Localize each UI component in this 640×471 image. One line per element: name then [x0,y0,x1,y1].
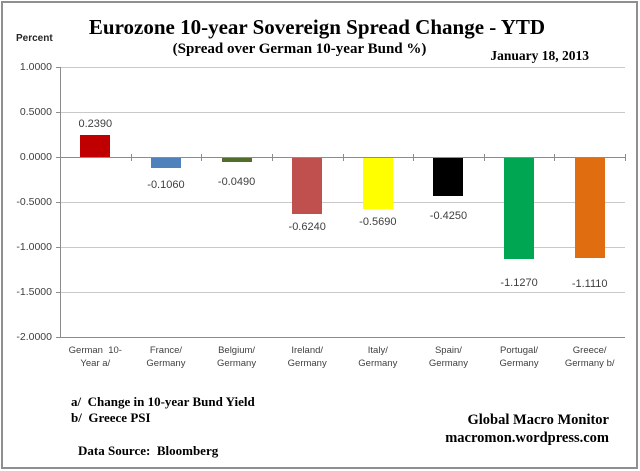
category-label-line2: Year a/ [80,358,111,369]
chart-subtitle: (Spread over German 10-year Bund %) [172,41,427,57]
gridline [60,202,625,203]
category-axis-tick [201,154,202,161]
y-tick-label: 0.0000 [19,151,52,163]
bar [221,158,252,163]
category-label-line2: Germany [287,358,327,369]
category-label-line1: Portugal/ [500,345,539,356]
category-label-line1: Belgium/ [218,345,256,356]
category-axis-tick [343,154,344,161]
category-label: Spain/Germany [410,344,486,370]
credit-block: Global Macro Monitor macromon.wordpress.… [445,411,609,447]
bar [574,158,605,258]
category-label-line2: Germany [146,358,186,369]
bar-value-label: -1.1270 [500,277,538,290]
category-axis-tick [554,154,555,161]
category-label-line2: Germany [217,358,257,369]
y-axis-tick [56,67,60,68]
category-label-line1: France/ [149,345,183,356]
y-tick-label: -1.5000 [16,286,52,298]
bar-value-label: 0.2390 [78,118,113,131]
bar [504,158,535,260]
category-label: German 10- Year a/ [57,344,133,370]
y-axis-tick [56,157,60,158]
y-tick-label: -2.0000 [16,331,52,343]
category-axis-tick [272,154,273,161]
y-axis-tick [56,337,60,338]
category-label-line2: Germany [499,358,539,369]
category-label-line1: Greece/ [572,345,607,356]
y-axis-tick [56,112,60,113]
y-tick-label: -0.5000 [16,196,52,208]
y-axis-tick [56,202,60,203]
category-axis-tick [60,154,61,161]
bar-value-label: -1.1110 [571,277,608,290]
category-label-line1: Italy/ [367,345,388,356]
credit-name: Global Macro Monitor [467,412,610,428]
category-label: Portugal/Germany [481,344,557,370]
y-axis-tick [56,292,60,293]
zero-line [60,157,625,158]
bar-value-label: -0.5690 [359,216,397,229]
chart-date: January 18, 2013 [490,48,589,63]
bar-value-label: -0.4250 [429,210,468,223]
category-label-line2: Germany [358,358,398,369]
category-label: Belgium/Germany [199,344,275,370]
bar [80,135,111,157]
bar-value-label: -0.0490 [217,176,256,189]
category-axis-tick [484,154,485,161]
bar [292,158,323,215]
bar-value-label: -0.6240 [288,221,326,234]
bar [150,158,181,168]
category-label-line2: Germany b/ [564,358,615,369]
chart-title: Eurozone 10-year Sovereign Spread Change… [88,15,546,39]
data-source-label: Data Source: Bloomberg [78,443,219,458]
bar-value-label: -0.1060 [147,178,185,191]
y-tick-label: 0.5000 [19,106,52,118]
y-axis-unit-label: Percent [16,33,53,44]
category-label: Ireland/Germany [269,344,345,370]
category-axis-tick [413,154,414,161]
footnote-b: b/ Greece PSI [71,410,151,425]
category-axis-tick [131,154,132,161]
category-label-line2: Germany [428,358,468,369]
gridline [60,247,625,248]
category-label: Italy/Germany [340,344,416,370]
category-label: Greece/Germany b/ [552,344,628,370]
gridline [60,112,625,113]
category-label-line1: Ireland/ [291,345,324,356]
bar [362,158,393,210]
gridline [60,67,625,68]
credit-url: macromon.wordpress.com [445,430,609,446]
gridline [60,292,625,293]
category-label-line1: German 10- [68,345,122,356]
y-axis-line [60,67,61,338]
gridline [60,337,625,338]
category-label: France/Germany [128,344,204,370]
y-axis-tick [56,247,60,248]
category-axis-tick [625,154,626,161]
bar [433,158,464,197]
category-label-line1: Spain/ [434,345,462,356]
footnote-a: a/ Change in 10-year Bund Yield [71,394,255,409]
y-tick-label: -1.0000 [16,241,52,253]
y-tick-label: 1.0000 [19,61,52,73]
